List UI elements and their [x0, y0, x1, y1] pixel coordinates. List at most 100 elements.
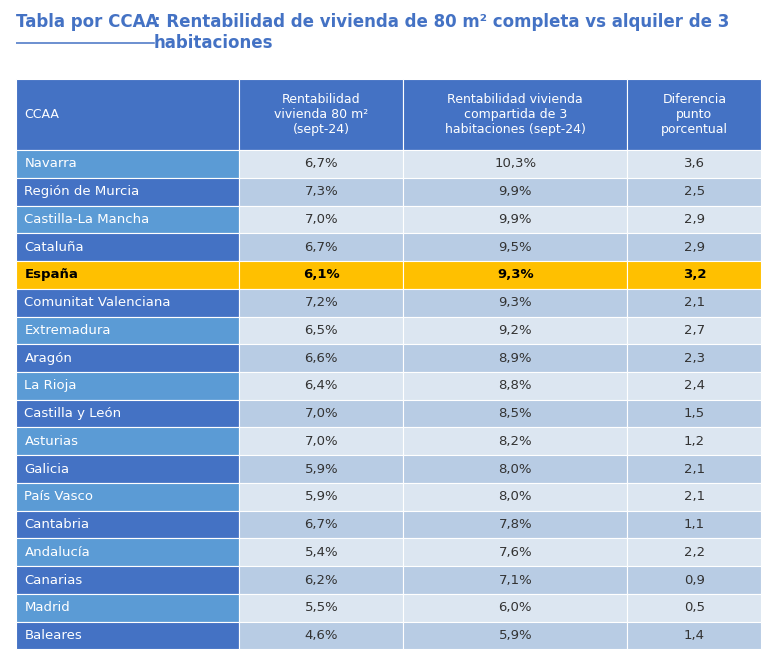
Text: 9,5%: 9,5% [499, 241, 532, 254]
Bar [16, 539, 239, 566]
Text: 7,6%: 7,6% [499, 546, 532, 559]
Bar [239, 372, 403, 400]
Text: 3,2: 3,2 [682, 268, 706, 281]
Text: 5,9%: 5,9% [305, 490, 338, 503]
Bar [16, 79, 239, 150]
Text: 6,2%: 6,2% [305, 573, 338, 586]
Bar [403, 79, 627, 150]
Bar [627, 316, 761, 344]
Text: 2,7: 2,7 [684, 324, 705, 337]
Text: 7,8%: 7,8% [499, 518, 532, 531]
Bar [627, 566, 761, 594]
Text: 1,4: 1,4 [684, 629, 705, 642]
Text: Castilla y León: Castilla y León [25, 407, 122, 420]
Text: 7,2%: 7,2% [305, 296, 338, 309]
Bar [403, 205, 627, 234]
Bar [16, 455, 239, 483]
Bar [627, 79, 761, 150]
Bar [403, 566, 627, 594]
Bar [403, 511, 627, 539]
Text: Aragón: Aragón [25, 352, 72, 365]
Bar [627, 150, 761, 178]
Text: Navarra: Navarra [25, 157, 77, 171]
Text: 6,4%: 6,4% [305, 379, 338, 392]
Bar [16, 289, 239, 317]
Text: Canarias: Canarias [25, 573, 82, 586]
Bar [239, 344, 403, 372]
Text: Región de Murcia: Región de Murcia [25, 185, 140, 198]
Bar [239, 539, 403, 566]
Text: 9,3%: 9,3% [497, 268, 534, 281]
Bar [16, 428, 239, 455]
Bar [16, 234, 239, 261]
Text: 9,3%: 9,3% [499, 296, 532, 309]
Bar [403, 344, 627, 372]
Bar [16, 372, 239, 400]
Bar [403, 428, 627, 455]
Bar [16, 205, 239, 234]
Bar [239, 178, 403, 205]
Bar [16, 483, 239, 511]
Text: 6,7%: 6,7% [305, 157, 338, 171]
Bar [239, 234, 403, 261]
Bar [403, 483, 627, 511]
Bar [403, 455, 627, 483]
Text: 5,9%: 5,9% [499, 629, 532, 642]
Bar [627, 428, 761, 455]
Text: 4,6%: 4,6% [305, 629, 338, 642]
Text: 2,2: 2,2 [684, 546, 705, 559]
Text: Tabla por CCAA: Tabla por CCAA [16, 13, 158, 31]
Text: 1,2: 1,2 [684, 435, 705, 448]
Text: 2,5: 2,5 [684, 185, 705, 198]
Bar [239, 316, 403, 344]
Text: 6,7%: 6,7% [305, 241, 338, 254]
Bar [627, 483, 761, 511]
Text: 6,1%: 6,1% [303, 268, 340, 281]
Text: 6,0%: 6,0% [499, 602, 532, 614]
Text: País Vasco: País Vasco [25, 490, 93, 503]
Text: Diferencia
punto
porcentual: Diferencia punto porcentual [660, 93, 728, 136]
Text: 2,1: 2,1 [684, 296, 705, 309]
Bar [403, 289, 627, 317]
Bar [239, 511, 403, 539]
Text: Rentabilidad
vivienda 80 m²
(sept-24): Rentabilidad vivienda 80 m² (sept-24) [274, 93, 368, 136]
Bar [239, 622, 403, 649]
Text: 6,6%: 6,6% [305, 352, 338, 365]
Text: 8,0%: 8,0% [499, 490, 532, 503]
Bar [627, 234, 761, 261]
Text: 5,9%: 5,9% [305, 462, 338, 476]
Text: CCAA: CCAA [25, 108, 59, 121]
Text: Galicia: Galicia [25, 462, 70, 476]
Bar [239, 205, 403, 234]
Text: La Rioja: La Rioja [25, 379, 77, 392]
Text: 7,0%: 7,0% [305, 213, 338, 226]
Text: 2,9: 2,9 [684, 241, 705, 254]
Bar [16, 150, 239, 178]
Bar [239, 79, 403, 150]
Bar [239, 428, 403, 455]
Text: 8,2%: 8,2% [499, 435, 532, 448]
Bar [16, 511, 239, 539]
Bar [403, 178, 627, 205]
Bar [16, 261, 239, 289]
Bar [239, 483, 403, 511]
Bar [627, 622, 761, 649]
Text: Andalucía: Andalucía [25, 546, 90, 559]
Text: Castilla-La Mancha: Castilla-La Mancha [25, 213, 150, 226]
Text: 7,0%: 7,0% [305, 435, 338, 448]
Bar [239, 150, 403, 178]
Bar [239, 289, 403, 317]
Text: 2,3: 2,3 [684, 352, 705, 365]
Bar [16, 344, 239, 372]
Text: 8,5%: 8,5% [499, 407, 532, 420]
Text: 7,1%: 7,1% [498, 573, 532, 586]
Text: 2,4: 2,4 [684, 379, 705, 392]
Bar [627, 178, 761, 205]
Bar [403, 261, 627, 289]
Bar [627, 344, 761, 372]
Text: 2,9: 2,9 [684, 213, 705, 226]
Text: Madrid: Madrid [25, 602, 70, 614]
Text: 0,5: 0,5 [684, 602, 705, 614]
Text: 9,2%: 9,2% [499, 324, 532, 337]
Text: Rentabilidad vivienda
compartida de 3
habitaciones (sept-24): Rentabilidad vivienda compartida de 3 ha… [445, 93, 586, 136]
